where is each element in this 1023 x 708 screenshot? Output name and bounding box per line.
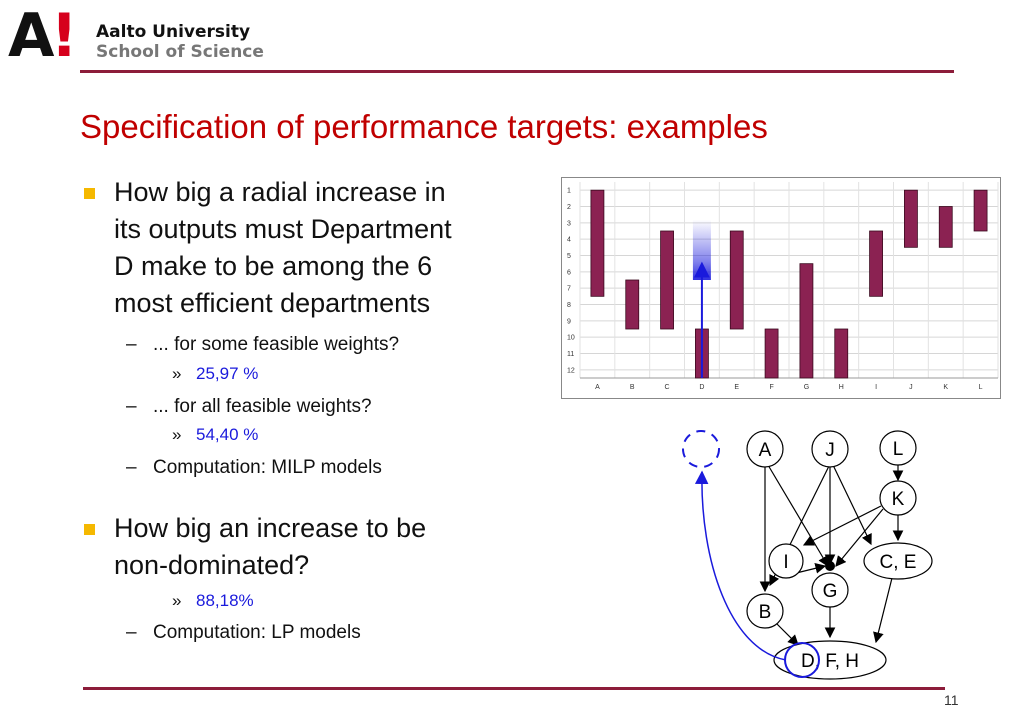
- y-tick-label: 11: [567, 351, 574, 358]
- value-all-weights: 54,40 %: [196, 425, 259, 444]
- y-tick-label: 9: [567, 318, 571, 325]
- sub-bullet-all-weights: ... for all feasible weights?: [153, 396, 372, 417]
- bottom-divider: [83, 687, 945, 690]
- junction-dot: [825, 561, 835, 571]
- node-label: J: [825, 440, 835, 461]
- x-tick-label: G: [804, 384, 809, 391]
- page-number: 11: [944, 692, 959, 708]
- node-label: G: [823, 581, 838, 602]
- sub-bullet-lp: Computation: LP models: [153, 622, 361, 643]
- x-tick-label: H: [839, 384, 844, 391]
- rank-interval-bar: [834, 328, 849, 379]
- node-g: [811, 572, 849, 608]
- node-dfh: [773, 640, 887, 680]
- node-k: [879, 480, 917, 516]
- y-tick-label: 2: [567, 204, 571, 211]
- y-tick-label: 5: [567, 253, 571, 260]
- edge-ce-dfh: [873, 577, 893, 644]
- node-b: [746, 593, 784, 629]
- node-a: [746, 430, 784, 468]
- dash-marker: –: [126, 622, 137, 643]
- edge-a-g: [767, 464, 829, 568]
- x-tick-label: F: [769, 384, 773, 391]
- bullet-1-line: D make to be among the 6: [114, 251, 433, 281]
- x-tick-label: D: [699, 384, 704, 391]
- y-tick-label: 7: [567, 286, 571, 293]
- rank-interval-bar: [904, 189, 918, 248]
- logo-text: Aalto University School of Science: [96, 22, 264, 62]
- university-name: Aalto University: [96, 22, 251, 42]
- y-tick-label: 6: [567, 269, 571, 276]
- x-tick-label: K: [943, 384, 948, 391]
- dominance-graph: A J L K I C, E G B D, F, H: [682, 430, 933, 680]
- rank-interval-bar: [764, 328, 779, 379]
- edge-j-ce: [832, 464, 872, 546]
- y-tick-label: 4: [567, 237, 571, 244]
- y-tick-label: 8: [567, 302, 571, 309]
- raquo-marker: »: [172, 364, 182, 383]
- bullet-1: How big a radial increase in its outputs…: [114, 174, 452, 322]
- node-j: [811, 430, 849, 468]
- node-l: [879, 430, 917, 466]
- bullet-1-line: most efficient departments: [114, 288, 431, 318]
- rank-interval-bar: [729, 230, 744, 330]
- node-i: [768, 543, 804, 579]
- target-position-dashed-circle: [682, 430, 720, 468]
- node-label: K: [892, 489, 905, 510]
- dash-marker: –: [126, 396, 137, 417]
- x-tick-label: E: [734, 384, 739, 391]
- edge-k-g: [835, 508, 884, 567]
- aalto-logo: A! Aalto University School of Science: [8, 6, 288, 68]
- x-tick-label: A: [595, 384, 600, 391]
- logo-mark: A!: [8, 1, 78, 71]
- y-tick-label: 10: [567, 335, 575, 342]
- slide-title: Specification of performance targets: ex…: [80, 108, 768, 145]
- bullet-1-line: its outputs must Department: [114, 214, 452, 244]
- x-tick-label: B: [630, 384, 635, 391]
- sub-bullet-milp: Computation: MILP models: [153, 457, 382, 478]
- value-some-weights: 25,97 %: [196, 364, 259, 383]
- x-tick-label: L: [979, 384, 983, 391]
- bullet-square-icon: [84, 188, 95, 199]
- rank-interval-bar: [938, 206, 953, 248]
- rank-interval-bar: [973, 189, 988, 232]
- dash-marker: –: [126, 334, 137, 355]
- edge-k-i: [802, 505, 882, 546]
- sub-bullet-some-weights: ... for some feasible weights?: [153, 334, 400, 355]
- rank-interval-bar: [590, 189, 605, 297]
- x-tick-label: J: [909, 384, 913, 391]
- node-label: L: [893, 439, 904, 460]
- rank-interval-bar: [625, 279, 640, 330]
- node-label: D, F, H: [801, 651, 859, 672]
- bullet-2: How big an increase to be non-dominated?: [114, 510, 426, 584]
- y-tick-label: 12: [567, 367, 575, 374]
- rank-interval-bar: [869, 230, 883, 297]
- bullet-2-line: non-dominated?: [114, 550, 310, 580]
- node-label: A: [759, 440, 772, 461]
- x-tick-label: I: [875, 384, 877, 391]
- node-label: C, E: [880, 552, 917, 573]
- value-non-dominated: 88,18%: [196, 591, 254, 610]
- improvement-arrow: [694, 470, 787, 661]
- school-name: School of Science: [96, 42, 264, 62]
- top-divider: [80, 70, 954, 73]
- rank-interval-bar: [660, 230, 674, 330]
- y-tick-label: 1: [567, 188, 571, 195]
- node-ce: [863, 542, 933, 580]
- edge-b-dfh: [775, 622, 799, 646]
- bullet-1-line: How big a radial increase in: [114, 177, 446, 207]
- raquo-marker: »: [172, 591, 182, 610]
- y-tick-label: 3: [567, 220, 571, 227]
- dash-marker: –: [126, 457, 137, 478]
- bullet-2-line: How big an increase to be: [114, 513, 427, 543]
- node-label: B: [759, 602, 772, 623]
- rank-interval-bar: [799, 263, 814, 379]
- x-tick-label: C: [665, 384, 670, 391]
- raquo-marker: »: [172, 425, 182, 444]
- bullet-square-icon: [84, 524, 95, 535]
- node-label: I: [783, 552, 788, 573]
